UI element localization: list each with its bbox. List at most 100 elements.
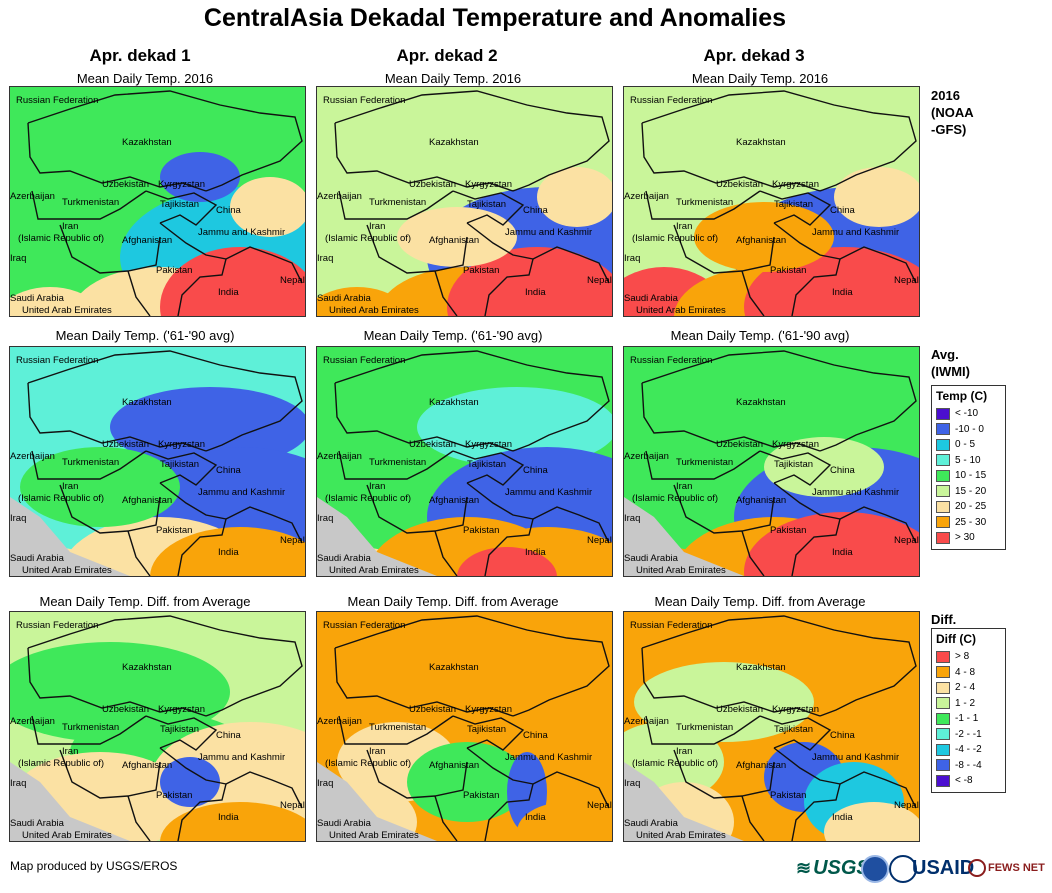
legend-swatch [936, 407, 950, 420]
legend-item: > 30 [936, 530, 1001, 546]
country-label: Saudi Arabia [317, 293, 372, 304]
country-border [127, 270, 151, 316]
legend-label: 1 - 2 [955, 697, 976, 709]
country-border [159, 482, 227, 576]
country-border [759, 715, 832, 751]
country-label: Russian Federation [16, 355, 98, 366]
legend-item: 0 - 5 [936, 437, 1001, 453]
country-border [59, 484, 161, 534]
country-label: Iraq [10, 253, 26, 264]
country-label: Uzbekistan [716, 439, 763, 450]
country-border [27, 350, 303, 452]
country-border [145, 450, 218, 486]
country-border [366, 484, 468, 534]
country-label: Pakistan [770, 525, 806, 536]
country-label: Russian Federation [630, 355, 712, 366]
country-label: (Islamic Republic of) [18, 233, 104, 244]
country-border [334, 647, 514, 717]
country-label: Turkmenistan [369, 197, 426, 208]
country-label: Turkmenistan [62, 197, 119, 208]
country-label: Russian Federation [16, 95, 98, 106]
map-svg: Russian Federation Kazakhstan Uzbekistan Ky… [10, 87, 305, 316]
country-label: Iraq [10, 778, 26, 789]
country-label: Uzbekistan [716, 179, 763, 190]
country-border [334, 382, 514, 452]
legend-swatch [936, 469, 950, 482]
country-label: Saudi Arabia [317, 818, 372, 829]
legend-label: > 30 [955, 532, 975, 544]
main-title: CentralAsia Dekadal Temperature and Anom… [203, 4, 787, 32]
legend-label: 10 - 15 [955, 470, 987, 482]
legend-swatch [936, 681, 950, 694]
legend-label: -2 - -1 [955, 728, 982, 740]
legend-swatch [936, 666, 950, 679]
map-panel: Russian Federation Kazakhstan Uzbekistan Ky… [9, 86, 306, 317]
country-label: Azerbaijan [624, 716, 669, 727]
country-label: Turkmenistan [676, 722, 733, 733]
country-label: Jammu and Kashmir [812, 752, 899, 763]
country-label: (Islamic Republic of) [325, 493, 411, 504]
legend-swatch [936, 697, 950, 710]
panel-title: Mean Daily Temp. ('61-'90 avg) [670, 328, 850, 343]
legend-label: 25 - 30 [955, 516, 987, 528]
country-border [338, 190, 454, 220]
country-label: Jammu and Kashmir [812, 487, 899, 498]
country-label: Iran [369, 746, 385, 757]
country-border [338, 715, 454, 745]
country-border [334, 615, 610, 717]
map-svg: Russian Federation Kazakhstan Uzbekistan Ky… [317, 87, 612, 316]
country-label: Saudi Arabia [624, 553, 679, 564]
country-label: Afghanistan [429, 235, 479, 246]
panel-title: Mean Daily Temp. 2016 [384, 71, 522, 86]
panel-title: Mean Daily Temp. ('61-'90 avg) [55, 328, 235, 343]
country-label: Afghanistan [736, 495, 786, 506]
legend-item: 15 - 20 [936, 484, 1001, 500]
country-label: India [832, 287, 853, 298]
temperature-region [517, 802, 612, 841]
map-panel: Russian Federation Kazakhstan Uzbekistan Ky… [623, 346, 920, 577]
country-border [145, 190, 218, 226]
country-label: Iraq [624, 513, 640, 524]
legend-title: Temp (C) [936, 389, 988, 403]
country-label: Iran [676, 221, 692, 232]
country-label: Afghanistan [429, 760, 479, 771]
country-label: Uzbekistan [102, 439, 149, 450]
country-label: Afghanistan [736, 760, 786, 771]
panel-title: Mean Daily Temp. 2016 [76, 71, 214, 86]
column-header-3: Apr. dekad 3 [703, 46, 805, 65]
legend-label: < -8 [955, 775, 973, 787]
legend-item: 25 - 30 [936, 515, 1001, 531]
country-border [366, 224, 468, 274]
country-label: Russian Federation [630, 95, 712, 106]
panel-title: Mean Daily Temp. Diff. from Average [654, 594, 866, 609]
country-label: India [525, 547, 546, 558]
country-border [673, 484, 775, 534]
country-label: Uzbekistan [409, 704, 456, 715]
column-header-1: Apr. dekad 1 [89, 46, 191, 65]
country-label: (Islamic Republic of) [632, 758, 718, 769]
country-label: United Arab Emirates [329, 565, 419, 576]
country-border [773, 222, 841, 316]
map-panel: Russian Federation Kazakhstan Uzbekistan Ky… [316, 611, 613, 842]
country-label: China [523, 465, 549, 476]
legend-label: -8 - -4 [955, 759, 982, 771]
country-label: (Islamic Republic of) [325, 758, 411, 769]
country-label: United Arab Emirates [636, 305, 726, 316]
country-border [225, 246, 303, 284]
country-label: Turkmenistan [676, 197, 733, 208]
legend-label: -1 - 1 [955, 713, 979, 725]
country-label: Saudi Arabia [10, 293, 65, 304]
country-label: Tajikistan [774, 724, 813, 735]
country-border [31, 715, 147, 745]
country-label: China [830, 465, 856, 476]
country-label: Pakistan [463, 265, 499, 276]
country-label: Jammu and Kashmir [812, 227, 899, 238]
country-label: United Arab Emirates [329, 305, 419, 316]
country-label: Afghanistan [122, 760, 172, 771]
country-label: Uzbekistan [409, 179, 456, 190]
map-svg: Russian Federation Kazakhstan Uzbekistan Ky… [317, 347, 612, 576]
country-label: China [216, 205, 242, 216]
legend-item: -1 - 1 [936, 711, 1001, 727]
temperature-region [160, 152, 240, 202]
country-border [741, 795, 765, 841]
